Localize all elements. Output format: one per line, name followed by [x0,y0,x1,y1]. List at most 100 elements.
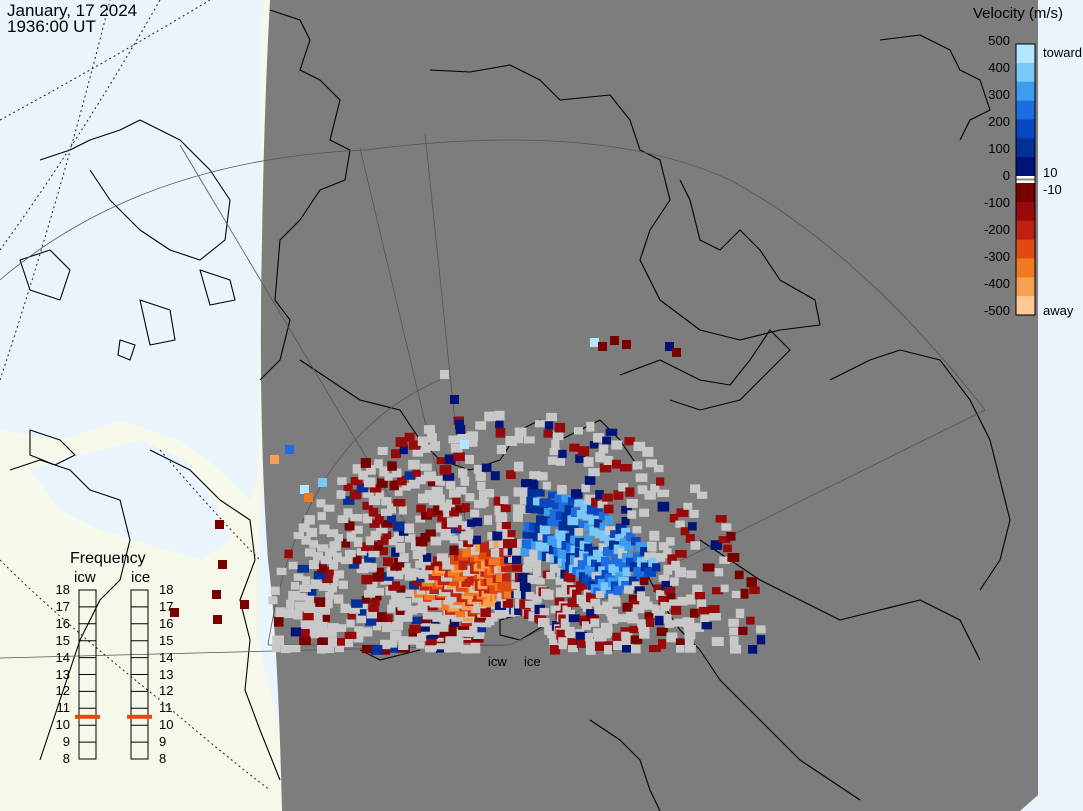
scatter-cell [611,568,622,576]
scatter-cell [671,560,680,571]
scatter-cell [358,470,368,480]
scatter-cell [467,431,479,442]
scatter-cell [268,596,278,605]
scatter-cell [575,454,586,463]
colorbar-segment-toward [1016,138,1035,158]
scatter-cell [567,515,578,526]
scatter-cell [547,631,556,639]
scatter-cell [401,483,411,491]
colorbar-segment-away [1016,201,1035,222]
scatter-cell [240,600,249,609]
scatter-cell [383,557,394,566]
scatter-cell [377,446,388,455]
scatter-cell [471,545,480,555]
scatter-cell [354,626,364,635]
scatter-cell [408,440,421,450]
scatter-cell [327,584,337,593]
colorbar-segment-away [1016,220,1035,241]
scatter-cell [656,477,665,486]
scatter-cell [663,548,672,559]
scatter-cell [484,411,496,422]
frequency-scale-label: 9 [62,734,70,750]
scatter-cell [361,574,373,585]
scatter-cell [343,496,355,505]
scatter-cell [529,471,541,479]
scatter-cell [632,461,643,470]
scatter-cell [621,636,634,645]
scatter-cell [624,437,635,446]
scatter-cell [340,603,350,613]
scatter-cell [423,425,435,434]
scatter-cell [539,498,552,507]
scatter-cell [404,432,415,442]
scatter-cell [440,370,449,379]
scatter-cell [584,476,596,485]
scatter-cell [532,532,542,542]
scatter-cell [505,436,518,446]
scatter-cell [437,512,447,522]
scatter-cell [613,585,622,596]
scatter-cell [428,621,438,629]
scatter-cell [318,478,327,487]
scatter-cell [574,528,584,536]
scatter-cell [549,640,562,648]
scatter-cell [424,490,437,499]
colorbar-tick-label: 500 [988,33,1010,48]
scatter-cell [605,428,618,436]
scatter-cell [586,592,598,603]
scatter-cell [440,530,452,541]
scatter-cell [350,477,363,486]
scatter-cell [640,562,652,572]
scatter-cell [564,505,574,515]
scatter-cell [584,494,597,504]
scatter-cell [610,530,619,538]
scatter-cell [620,464,632,472]
scatter-cell [393,499,406,507]
scatter-cell [685,534,695,543]
scatter-cell [615,572,625,580]
scatter-cell [489,540,498,549]
scatter-cell [501,521,511,530]
scatter-cell [729,636,739,646]
scatter-cell [552,431,564,441]
scatter-cell [547,517,556,526]
scatter-cell [683,624,693,632]
scatter-cell [500,504,511,513]
scatter-cell [337,477,347,485]
scatter-cell [372,623,381,631]
scatter-cell [398,640,409,650]
scatter-cell [658,574,670,582]
scatter-cell [603,455,614,465]
scatter-cell [547,456,558,465]
scatter-cell [666,537,675,546]
scatter-cell [312,605,323,613]
scatter-cell [360,458,371,468]
scatter-cell [380,577,392,585]
scatter-cell [554,422,566,433]
scatter-cell [308,587,317,596]
scatter-cell [318,622,328,632]
scatter-cell [442,473,455,481]
scatter-cell [306,527,318,537]
scatter-cell [327,623,339,632]
scatter-cell [455,505,466,513]
scatter-cell [399,598,412,606]
scatter-cell [375,567,385,576]
scatter-cell [349,605,360,614]
scatter-cell [512,555,522,564]
scatter-cell [374,459,383,469]
scatter-cell [303,603,316,613]
scatter-cell [536,577,545,585]
scatter-cell [314,597,326,607]
scatter-cell [602,436,612,445]
scatter-cell [697,491,708,499]
scatter-cell [668,599,680,609]
scatter-cell [629,562,639,572]
scatter-cell [602,601,613,611]
scatter-cell [539,607,550,616]
scatter-cell [333,570,345,579]
scatter-cell [688,522,697,531]
scatter-cell [308,628,319,639]
scatter-cell [503,590,513,599]
scatter-cell [445,528,456,536]
